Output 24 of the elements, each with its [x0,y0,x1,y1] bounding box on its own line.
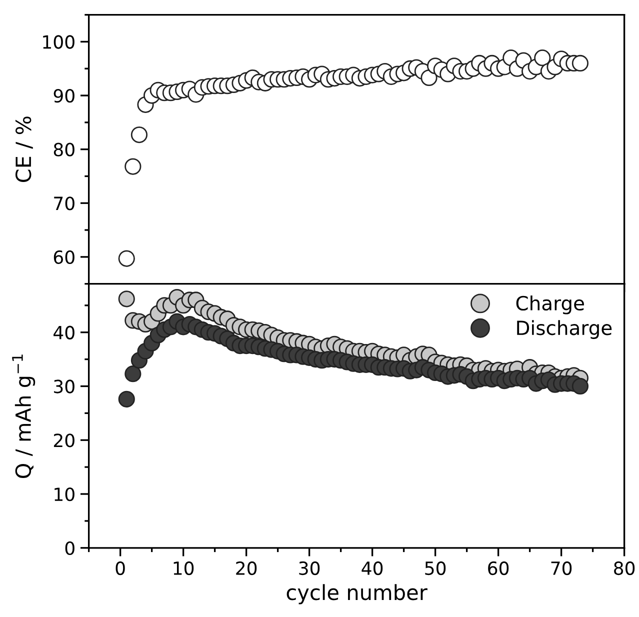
y-tick-label: 80 [54,142,74,156]
x-tick-label: 10 [174,561,194,576]
x-tick-label: 30 [299,561,320,576]
y-tick-label: 10 [54,487,74,502]
x-tick-label: 70 [551,561,572,576]
x-axis-title: cycle number [286,584,428,604]
legend-label: Charge [516,295,584,314]
y-tick-label: 90 [54,88,74,103]
y-tick-label: 100 [43,35,74,49]
y-axis-title: Q / mAh g$^{−1}$ [12,354,36,478]
x-tick-label: 60 [488,561,509,576]
y-tick-label: 30 [54,380,74,394]
legend-label: Discharge [517,320,612,339]
y-tick-label: 60 [54,250,74,264]
y-axis-title: CE / % [15,116,33,182]
x-tick-label: 0 [116,561,125,576]
y-tick-label: 40 [54,326,74,340]
y-tick-label: 20 [54,434,74,448]
x-tick-label: 80 [614,561,635,576]
y-tick-label: 70 [54,196,74,210]
x-tick-label: 20 [236,561,257,576]
y-tick-label: 0 [65,541,74,556]
x-tick-label: 50 [425,561,446,576]
x-tick-label: 40 [362,561,383,576]
